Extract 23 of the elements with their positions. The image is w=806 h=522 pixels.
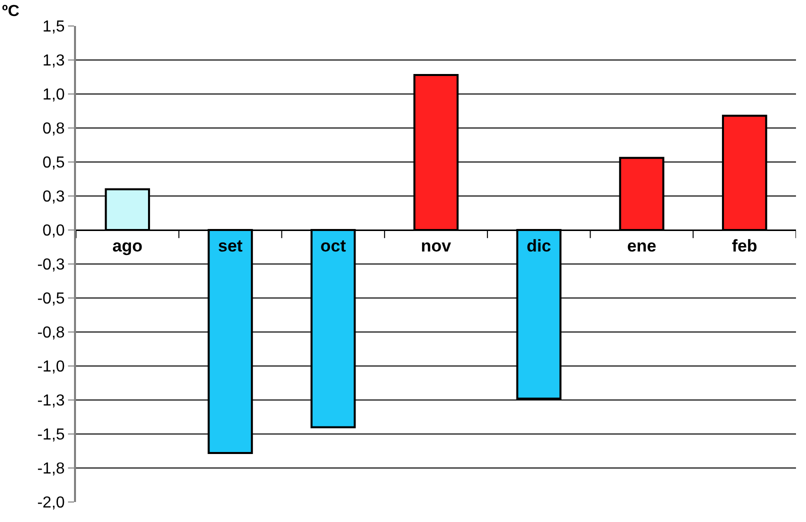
y-tick-label: -0,3 bbox=[37, 256, 65, 274]
y-tick-label: -2,0 bbox=[37, 494, 65, 512]
x-tick-label: ago bbox=[112, 236, 143, 256]
y-tick-label: 0,8 bbox=[42, 120, 65, 138]
y-tick-label: -0,5 bbox=[37, 290, 65, 308]
y-tick-label: -1,0 bbox=[37, 358, 65, 376]
x-tick-label: feb bbox=[732, 236, 758, 256]
y-tick-label: 0,0 bbox=[42, 222, 65, 240]
y-tick-label: 0,3 bbox=[42, 188, 65, 206]
y-axis-title: ºC bbox=[2, 3, 20, 20]
y-tick-label: -0,8 bbox=[37, 324, 65, 342]
x-tick-label: set bbox=[218, 236, 243, 256]
x-tick-label: nov bbox=[420, 236, 452, 256]
y-tick-label: 1,0 bbox=[42, 86, 65, 104]
x-tick-label: ene bbox=[627, 236, 656, 256]
x-tick-label: oct bbox=[320, 236, 346, 256]
x-tick-label: dic bbox=[526, 236, 552, 256]
y-tick-label: 1,3 bbox=[42, 52, 65, 70]
y-tick-label: 0,5 bbox=[42, 154, 65, 172]
y-tick-label: -1,3 bbox=[37, 392, 65, 410]
y-tick-label: -1,8 bbox=[37, 460, 65, 478]
y-tick-label: 1,5 bbox=[42, 18, 65, 36]
y-tick-label: -1,5 bbox=[37, 426, 65, 444]
